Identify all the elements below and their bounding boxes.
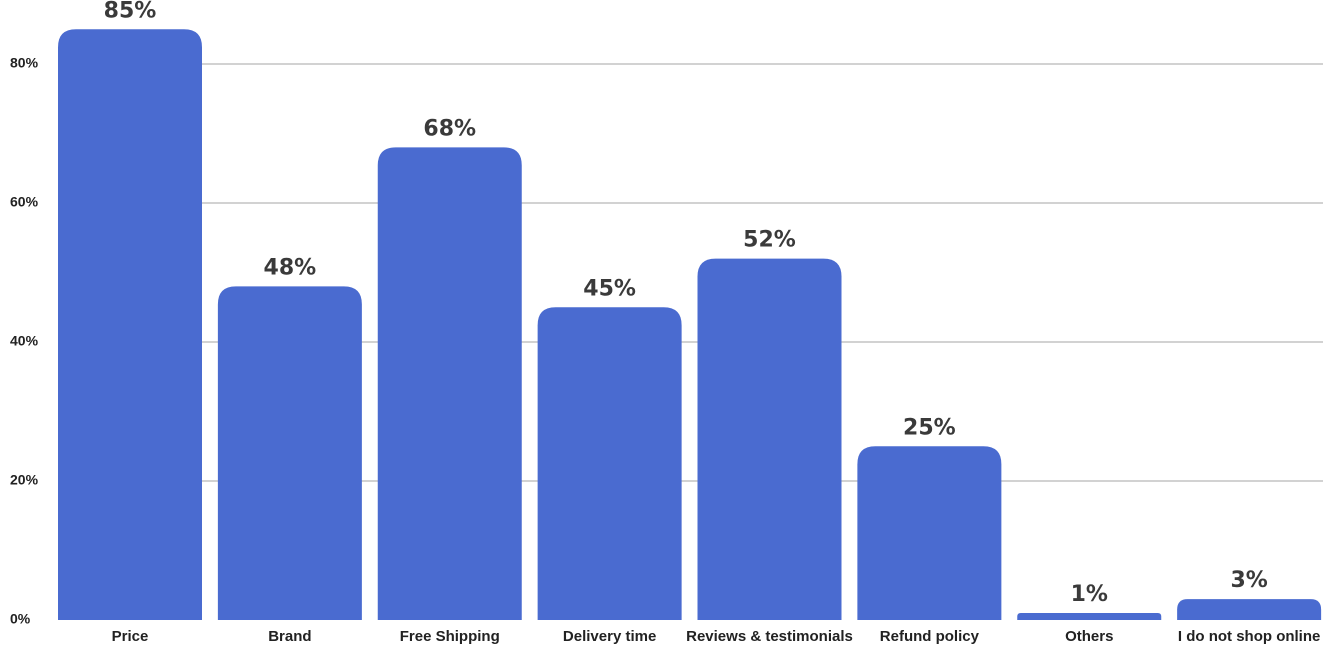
bar [217, 286, 362, 620]
x-axis-labels: Price Brand Free Shipping Delivery time Revi… [112, 628, 1321, 645]
bar [857, 446, 1002, 620]
bar [58, 29, 202, 620]
data-label: 25% [903, 415, 956, 440]
bar [377, 147, 522, 620]
data-label: 45% [583, 276, 636, 301]
y-tick-label: 20% [10, 472, 39, 488]
data-label: 48% [264, 255, 317, 280]
data-labels: 85% 48% 68% 45% 52% 25% 1% 3% [104, 0, 1268, 607]
x-tick-label: Refund policy [880, 628, 980, 645]
bar [1177, 599, 1322, 620]
x-tick-label: Delivery time [563, 628, 656, 645]
data-label: 1% [1071, 582, 1108, 607]
x-tick-label: I do not shop online [1178, 628, 1320, 645]
bar [1017, 613, 1162, 620]
x-tick-label: Reviews & testimonials [686, 628, 853, 645]
data-label: 68% [423, 116, 476, 141]
x-tick-label: Others [1065, 628, 1113, 645]
bar [537, 307, 682, 620]
data-label: 85% [104, 0, 157, 23]
x-tick-label: Brand [268, 628, 311, 645]
bar [697, 258, 842, 620]
y-tick-label: 60% [10, 194, 39, 210]
data-label: 52% [743, 228, 796, 253]
y-axis-ticks: 0% 20% 40% 60% 80% [10, 55, 39, 627]
data-label: 3% [1230, 568, 1267, 593]
bars [58, 29, 1322, 620]
y-tick-label: 0% [10, 611, 31, 627]
y-tick-label: 80% [10, 55, 39, 71]
x-tick-label: Free Shipping [400, 628, 500, 645]
y-tick-label: 40% [10, 333, 39, 349]
x-tick-label: Price [112, 628, 149, 645]
